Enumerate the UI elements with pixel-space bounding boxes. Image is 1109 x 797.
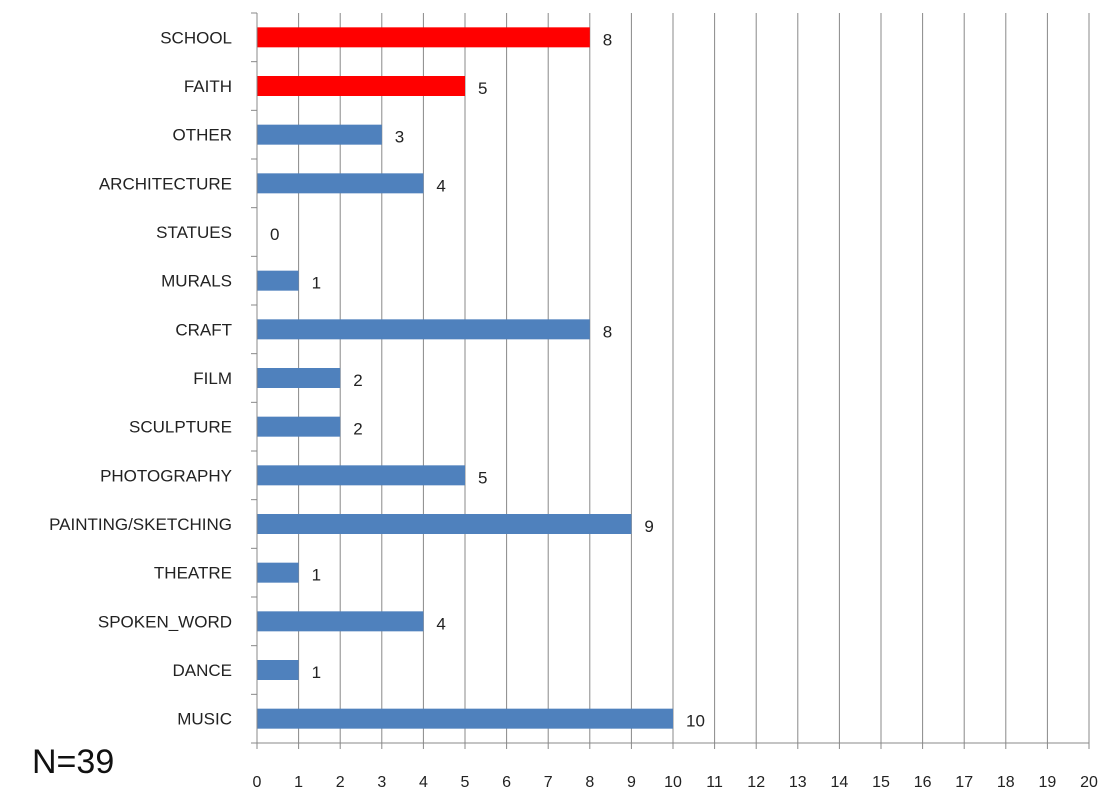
- bar-other: [257, 124, 382, 145]
- bar-craft: [257, 319, 590, 340]
- category-label: MUSIC: [177, 710, 232, 729]
- data-label: 4: [436, 614, 445, 633]
- x-tick-label: 14: [831, 774, 849, 791]
- category-label: OTHER: [173, 126, 233, 145]
- bar-music: [257, 708, 673, 729]
- bar-photography: [257, 465, 465, 486]
- grid-lines: [298, 13, 1090, 743]
- bar-spoken-word: [257, 611, 424, 632]
- x-tick-label: 10: [664, 774, 682, 791]
- bar-dance: [257, 660, 299, 680]
- category-label: MURALS: [161, 272, 232, 291]
- bar-faith: [257, 76, 465, 96]
- x-tick-label: 1: [294, 774, 303, 791]
- data-label: 8: [603, 30, 612, 49]
- x-tick-label: 15: [872, 774, 890, 791]
- bar-architecture: [257, 173, 424, 194]
- category-label: SCULPTURE: [129, 418, 232, 437]
- x-tick-label: 17: [955, 774, 973, 791]
- category-label: FILM: [193, 369, 232, 388]
- x-tick-label: 2: [336, 774, 345, 791]
- x-tick-label: 16: [914, 774, 932, 791]
- category-label: SPOKEN_WORD: [98, 612, 232, 631]
- x-tick-label: 18: [997, 774, 1015, 791]
- x-tick-label: 0: [253, 774, 262, 791]
- data-label: 8: [603, 322, 612, 341]
- x-tick-label: 9: [627, 774, 636, 791]
- x-tick-label: 4: [419, 774, 428, 791]
- bar-painting-sketching: [257, 514, 632, 534]
- data-label: 4: [436, 176, 445, 195]
- x-tick-label: 3: [377, 774, 386, 791]
- data-label: 2: [353, 371, 362, 390]
- category-label: THEATRE: [154, 564, 232, 583]
- data-label: 0: [270, 225, 279, 244]
- data-label: 1: [312, 274, 321, 293]
- bar-theatre: [257, 562, 299, 583]
- category-label: ARCHITECTURE: [99, 174, 232, 193]
- x-tick-label: 13: [789, 774, 807, 791]
- axes: [251, 12, 1090, 749]
- category-label: STATUES: [156, 223, 232, 242]
- data-label: 1: [312, 566, 321, 585]
- bar-film: [257, 368, 341, 388]
- data-label: 1: [312, 663, 321, 682]
- category-label: CRAFT: [175, 320, 232, 339]
- category-label: DANCE: [172, 661, 232, 680]
- x-tick-label: 5: [461, 774, 470, 791]
- x-tick-label: 7: [544, 774, 553, 791]
- category-label: SCHOOL: [160, 28, 232, 47]
- category-label: PHOTOGRAPHY: [100, 466, 232, 485]
- x-tick-label: 19: [1039, 774, 1057, 791]
- bar-sculpture: [257, 416, 341, 437]
- x-tick-label: 20: [1080, 774, 1098, 791]
- category-label: FAITH: [184, 77, 232, 96]
- bar-murals: [257, 270, 299, 291]
- data-label: 10: [686, 712, 705, 731]
- data-label: 5: [478, 468, 487, 487]
- x-tick-label: 6: [502, 774, 511, 791]
- labels: SCHOOL 8 FAITH 5 OTHER 3 ARCHITECTURE 4 STATUES 0…: [49, 28, 1098, 791]
- data-label: 5: [478, 79, 487, 98]
- x-tick-label: 11: [706, 774, 723, 791]
- bar-school: [257, 27, 590, 48]
- sample-size-note: N=39: [32, 743, 115, 781]
- x-tick-label: 12: [747, 774, 765, 791]
- data-label: 9: [644, 517, 653, 536]
- bars: [257, 27, 673, 729]
- data-label: 3: [395, 128, 404, 147]
- data-label: 2: [353, 420, 362, 439]
- x-tick-label: 8: [585, 774, 594, 791]
- category-label: PAINTING/SKETCHING: [49, 515, 232, 534]
